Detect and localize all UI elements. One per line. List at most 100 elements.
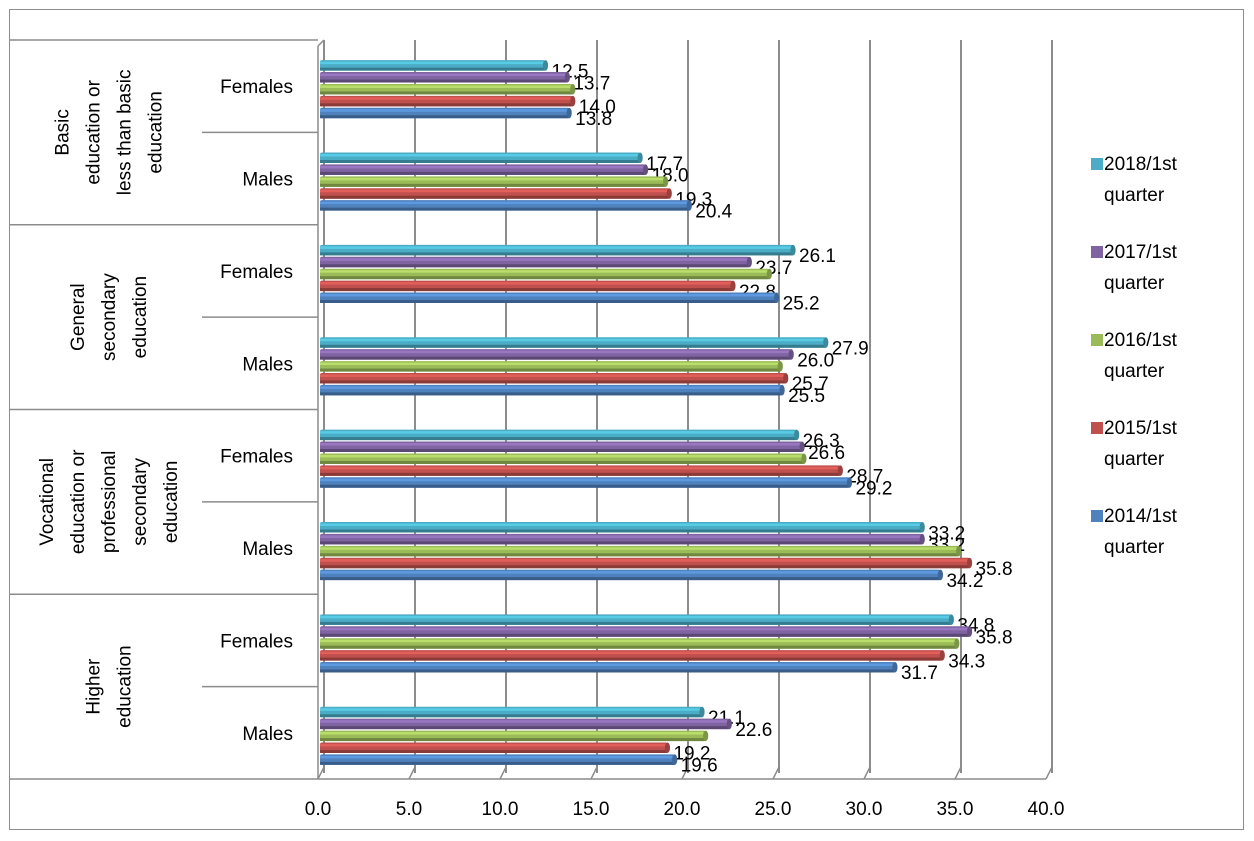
group-label: education or bbox=[84, 79, 105, 184]
group-label: less than basic bbox=[115, 70, 136, 196]
group-label: professional bbox=[99, 451, 120, 553]
bar-cap bbox=[783, 372, 789, 384]
data-label: 14.0 bbox=[579, 97, 616, 118]
bar-cap bbox=[919, 533, 925, 545]
bar-shade bbox=[320, 276, 770, 280]
legend-label: quarter bbox=[1104, 273, 1165, 294]
legend-label: quarter bbox=[1104, 449, 1165, 470]
data-label: 31.7 bbox=[901, 663, 938, 684]
bar-cap bbox=[564, 72, 570, 83]
bar-highlight bbox=[320, 362, 779, 366]
group-label: secondary bbox=[99, 273, 120, 361]
bar-cap bbox=[726, 718, 732, 730]
bar-cap bbox=[777, 361, 783, 372]
bar-highlight bbox=[320, 571, 939, 574]
gridline-foot bbox=[317, 766, 325, 780]
bar-shade bbox=[320, 437, 797, 441]
bar-cap bbox=[542, 60, 549, 71]
group-label: education or bbox=[68, 449, 89, 554]
subgroup-label: Males bbox=[242, 354, 293, 375]
data-label: 26.6 bbox=[808, 443, 845, 464]
bar-shade bbox=[320, 115, 570, 119]
bar-cap bbox=[837, 465, 843, 476]
gridline-foot bbox=[772, 766, 780, 780]
bar-highlight bbox=[320, 454, 802, 458]
group-label: education bbox=[130, 276, 151, 358]
group-label: Higher bbox=[84, 658, 105, 715]
legend-swatch bbox=[1091, 158, 1103, 170]
bar-highlight bbox=[320, 97, 571, 100]
bar-cap bbox=[746, 256, 752, 268]
bar-shade bbox=[320, 541, 923, 545]
bar-cap bbox=[801, 453, 807, 464]
bar-highlight bbox=[320, 350, 790, 354]
bar-cap bbox=[956, 545, 962, 557]
bar-shade bbox=[320, 565, 970, 569]
data-label: 26.0 bbox=[797, 350, 834, 371]
bar-shade bbox=[320, 738, 706, 742]
bar-highlight bbox=[320, 201, 688, 205]
bar-shade bbox=[320, 553, 959, 557]
legend-label: 2015/1st bbox=[1104, 418, 1178, 439]
bar-shade bbox=[320, 91, 573, 95]
gridline-foot bbox=[863, 766, 871, 780]
bar-highlight bbox=[320, 282, 731, 285]
bar-shade bbox=[320, 380, 786, 384]
bar-highlight bbox=[320, 720, 728, 723]
bar-shade bbox=[320, 726, 730, 730]
data-label: 25.2 bbox=[783, 294, 820, 315]
bar-shade bbox=[320, 207, 690, 211]
bar-highlight bbox=[320, 270, 768, 273]
data-label: 25.5 bbox=[788, 386, 825, 407]
y-axis-top bbox=[317, 39, 325, 47]
bar-highlight bbox=[320, 466, 839, 470]
bar-cap bbox=[643, 164, 649, 175]
bar-cap bbox=[846, 477, 853, 488]
bar-cap bbox=[686, 200, 692, 211]
bar-highlight bbox=[320, 61, 544, 65]
bar-shade bbox=[320, 288, 733, 292]
bar-cap bbox=[799, 441, 805, 453]
bar-cap bbox=[766, 268, 772, 280]
gridline-foot bbox=[954, 766, 962, 780]
bar-cap bbox=[570, 83, 576, 95]
bar-cap bbox=[939, 650, 945, 661]
group-label: Basic bbox=[53, 109, 74, 155]
x-tick-label: 0.0 bbox=[305, 799, 331, 820]
legend-swatch bbox=[1091, 510, 1103, 522]
data-label: 19.2 bbox=[673, 744, 710, 765]
bar-highlight bbox=[320, 708, 701, 711]
bar-shade bbox=[320, 714, 703, 718]
legend-label: 2016/1st bbox=[1104, 330, 1178, 351]
bar-shade bbox=[320, 621, 952, 625]
bar-shade bbox=[320, 633, 970, 637]
bar-cap bbox=[699, 706, 705, 718]
data-label: 13.7 bbox=[573, 73, 610, 94]
legend-swatch bbox=[1091, 422, 1103, 434]
bar-highlight bbox=[320, 615, 950, 619]
bar-cap bbox=[672, 754, 678, 765]
gridline-foot bbox=[499, 766, 507, 780]
data-label: 33.2 bbox=[928, 523, 965, 544]
bar-highlight bbox=[320, 478, 848, 482]
group-label: General bbox=[68, 283, 89, 351]
legend-label: quarter bbox=[1104, 185, 1165, 206]
bar-highlight bbox=[320, 338, 824, 342]
bar-cap bbox=[892, 661, 898, 673]
x-tick-label: 10.0 bbox=[482, 799, 519, 820]
bar-cap bbox=[703, 730, 709, 742]
bar-shade bbox=[320, 657, 943, 661]
bar-cap bbox=[794, 429, 800, 441]
legend-label: 2017/1st bbox=[1104, 242, 1178, 263]
data-label: 26.1 bbox=[799, 246, 836, 267]
bar-highlight bbox=[320, 663, 893, 666]
bar-highlight bbox=[320, 374, 784, 377]
bar-highlight bbox=[320, 639, 955, 643]
bar-shade bbox=[320, 103, 573, 107]
bar-shade bbox=[320, 67, 546, 71]
bar-highlight bbox=[320, 293, 775, 297]
bar-highlight bbox=[320, 523, 921, 527]
gridline-foot bbox=[681, 766, 689, 780]
subgroup-label: Females bbox=[220, 447, 293, 468]
bar-highlight bbox=[320, 386, 781, 389]
